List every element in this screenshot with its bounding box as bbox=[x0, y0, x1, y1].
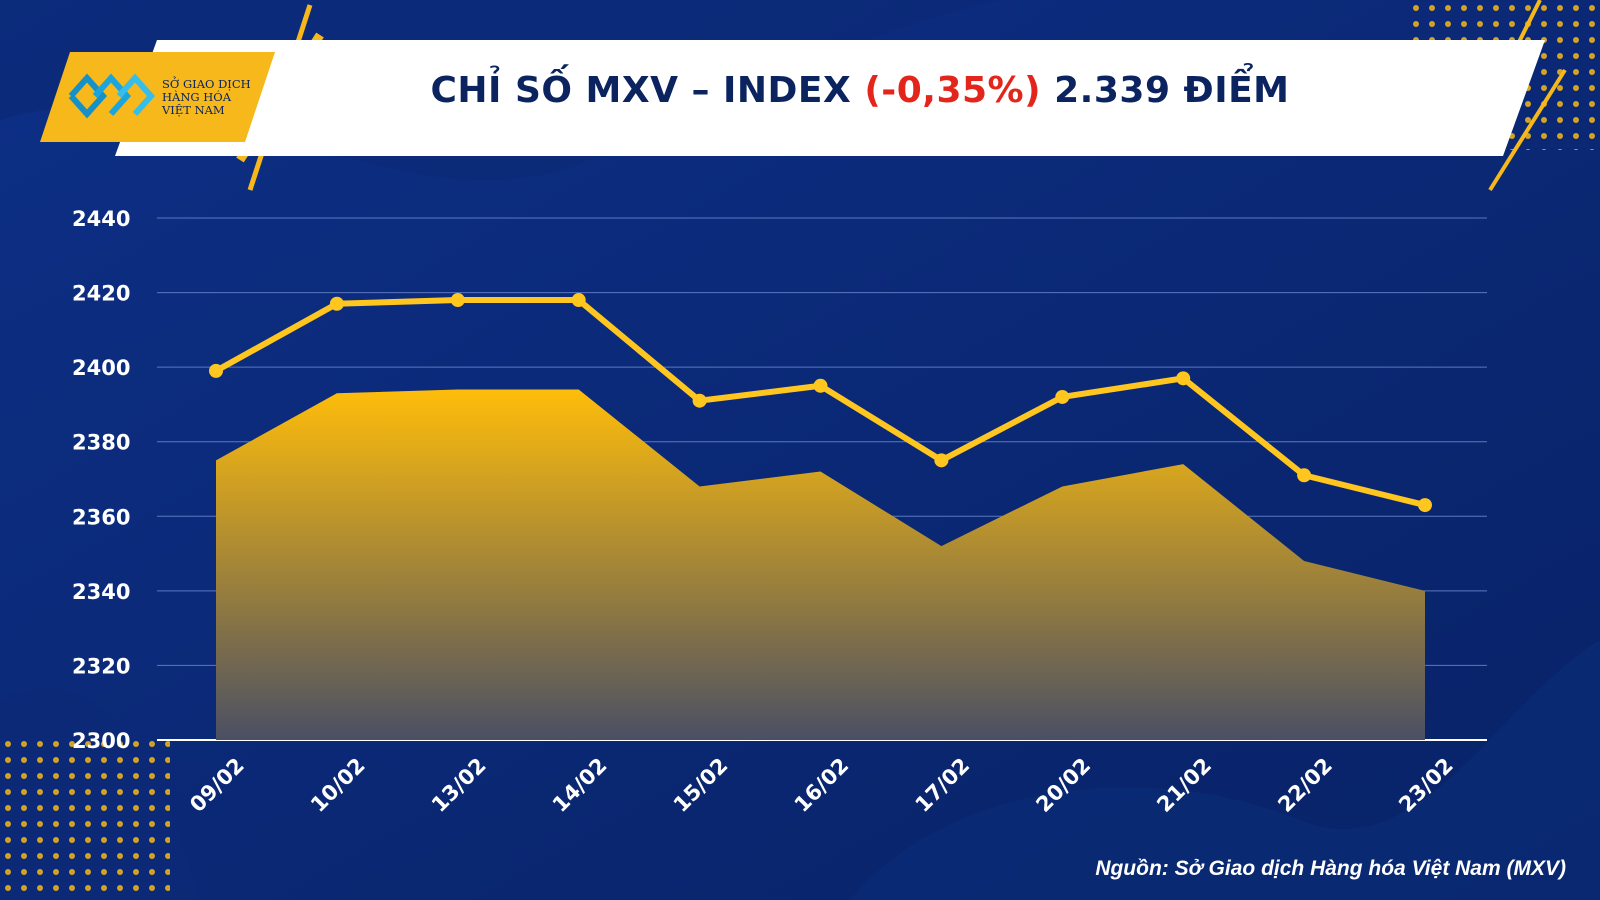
x-tick-label: 09/02 bbox=[185, 753, 249, 817]
data-point bbox=[934, 453, 949, 468]
x-tick-label: 21/02 bbox=[1152, 753, 1216, 817]
data-point bbox=[813, 378, 828, 393]
logo-line-3: VIỆT NAM bbox=[162, 103, 225, 117]
data-point bbox=[1297, 468, 1312, 483]
x-tick-label: 22/02 bbox=[1273, 753, 1337, 817]
logo-line-2: HÀNG HÓA bbox=[162, 90, 231, 104]
x-tick-label: 14/02 bbox=[548, 753, 612, 817]
dot-pattern-bottom-left bbox=[0, 735, 170, 900]
data-point bbox=[1418, 498, 1432, 513]
title-change-percent: (-0,35%) bbox=[864, 70, 1042, 111]
data-point bbox=[1055, 389, 1070, 404]
data-point bbox=[209, 363, 223, 378]
x-tick-label: 10/02 bbox=[306, 753, 370, 817]
y-tick-label: 2340 bbox=[72, 580, 130, 604]
data-point bbox=[329, 296, 344, 311]
x-tick-label: 20/02 bbox=[1031, 753, 1095, 817]
source-note: Nguồn: Sở Giao dịch Hàng hóa Việt Nam (M… bbox=[1095, 857, 1566, 880]
title-banner bbox=[115, 40, 1545, 156]
x-tick-label: 16/02 bbox=[790, 753, 854, 817]
logo-line-1: SỞ GIAO DỊCH bbox=[162, 77, 251, 91]
y-tick-label: 2320 bbox=[72, 654, 130, 678]
data-point bbox=[571, 293, 586, 308]
data-point bbox=[450, 293, 465, 308]
x-tick-label: 17/02 bbox=[911, 753, 975, 817]
data-point bbox=[692, 393, 707, 408]
y-tick-label: 2380 bbox=[72, 431, 130, 455]
y-tick-label: 2400 bbox=[72, 356, 130, 380]
y-tick-label: 2300 bbox=[72, 729, 130, 753]
exchange-logo-icon bbox=[68, 73, 156, 119]
y-tick-label: 2360 bbox=[72, 505, 130, 529]
y-tick-label: 2440 bbox=[72, 207, 130, 231]
x-tick-label: 13/02 bbox=[427, 753, 491, 817]
title-prefix: CHỈ SỐ MXV – INDEX bbox=[430, 70, 852, 111]
x-tick-label: 23/02 bbox=[1394, 753, 1458, 817]
data-point bbox=[1176, 371, 1191, 386]
logo-text: SỞ GIAO DỊCH HÀNG HÓA VIỆT NAM bbox=[162, 78, 251, 117]
x-tick-label: 15/02 bbox=[669, 753, 733, 817]
page-title: CHỈ SỐ MXV – INDEX (-0,35%) 2.339 ĐIỂM bbox=[300, 70, 1420, 111]
area-series bbox=[216, 389, 1425, 740]
logo-box bbox=[40, 52, 275, 142]
title-points: 2.339 ĐIỂM bbox=[1054, 70, 1290, 111]
y-tick-label: 2420 bbox=[72, 282, 130, 306]
